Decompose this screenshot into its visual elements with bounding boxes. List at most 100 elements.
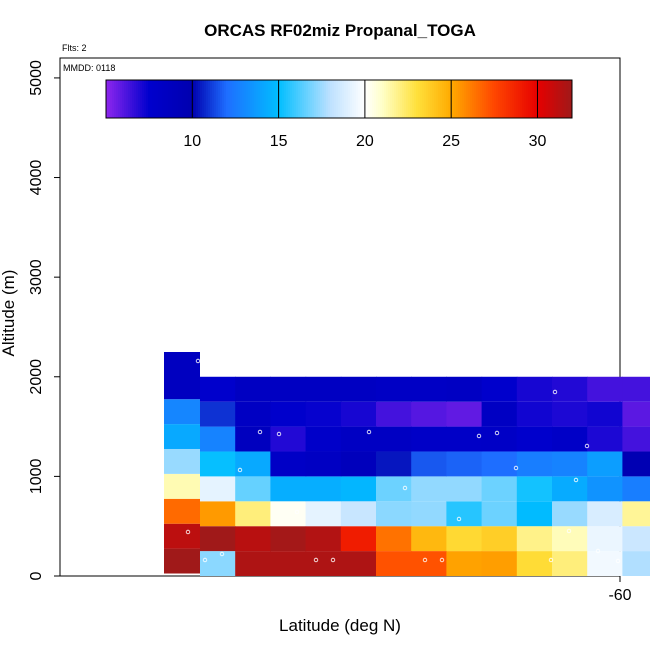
heatmap-cell: [587, 376, 623, 402]
colorbar-swatch: [388, 80, 391, 118]
colorbar-swatch: [116, 80, 119, 118]
colorbar-swatch: [386, 80, 389, 118]
heatmap-cell: [481, 476, 518, 502]
colorbar-swatch: [132, 80, 135, 118]
heatmap-cell: [516, 401, 553, 427]
colorbar-swatch: [184, 80, 187, 118]
colorbar-swatch: [368, 80, 371, 118]
heatmap-cell: [200, 426, 236, 452]
heatmap-cell: [587, 551, 623, 576]
heatmap-cell: [587, 451, 623, 477]
colorbar-swatch: [262, 80, 265, 118]
colorbar-swatch: [280, 80, 283, 118]
heatmap-cell: [235, 376, 271, 402]
colorbar-swatch: [168, 80, 171, 118]
colorbar-swatch: [234, 80, 237, 118]
heatmap-cell: [305, 526, 342, 552]
colorbar-swatch: [130, 80, 133, 118]
colorbar-swatch: [354, 80, 357, 118]
sample-marker: [552, 389, 558, 395]
colorbar-swatch: [224, 80, 227, 118]
colorbar-swatch: [462, 80, 465, 118]
colorbar-swatch: [400, 80, 403, 118]
colorbar-swatch: [318, 80, 321, 118]
heatmap-cell: [270, 501, 307, 527]
sample-marker: [476, 433, 482, 439]
heatmap-cell: [270, 526, 307, 552]
colorbar-swatch: [148, 80, 151, 118]
colorbar-swatch: [326, 80, 329, 118]
colorbar-swatch: [448, 80, 451, 118]
colorbar-swatch: [526, 80, 529, 118]
colorbar-swatch: [482, 80, 485, 118]
colorbar-swatch: [518, 80, 521, 118]
heatmap-cell: [411, 426, 447, 452]
heatmap-cell: [270, 376, 307, 402]
colorbar-swatch: [240, 80, 243, 118]
colorbar-swatch: [372, 80, 375, 118]
colorbar-swatch: [206, 80, 209, 118]
colorbar-swatch: [490, 80, 493, 118]
colorbar-swatch: [334, 80, 337, 118]
colorbar-swatch: [316, 80, 319, 118]
heatmap-cell: [270, 476, 307, 502]
colorbar-swatch: [566, 80, 569, 118]
colorbar-swatch: [476, 80, 479, 118]
heatmap-cell: [481, 451, 518, 477]
colorbar-swatch: [268, 80, 271, 118]
colorbar-swatch: [414, 80, 417, 118]
heatmap-cell: [552, 551, 588, 576]
colorbar-swatch: [464, 80, 467, 118]
colorbar-swatch: [142, 80, 145, 118]
colorbar-swatch: [524, 80, 527, 118]
colorbar-swatch: [232, 80, 235, 118]
heatmap-cell: [411, 526, 447, 552]
colorbar-swatch: [284, 80, 287, 118]
heatmap-cell: [446, 401, 483, 427]
heatmap-cell: [164, 399, 200, 425]
colorbar-swatch: [394, 80, 397, 118]
colorbar-swatch: [112, 80, 115, 118]
heatmap-cell: [164, 448, 200, 474]
colorbar-swatch: [432, 80, 435, 118]
colorbar-swatch: [150, 80, 153, 118]
x-tick-label: -60: [608, 587, 631, 604]
heatmap-cell: [622, 501, 650, 527]
colorbar-swatch: [222, 80, 225, 118]
colorbar-swatch: [298, 80, 301, 118]
sample-marker: [237, 467, 243, 473]
sample-marker: [595, 548, 601, 554]
colorbar-swatch: [252, 80, 255, 118]
colorbar-swatch: [494, 80, 497, 118]
flights-note: Flts: 2: [62, 43, 87, 53]
colorbar-swatch: [382, 80, 385, 118]
heatmap-cell: [376, 526, 412, 552]
colorbar-swatch: [180, 80, 183, 118]
colorbar-swatch: [512, 80, 515, 118]
heatmap-cell: [622, 476, 650, 502]
colorbar-swatch: [174, 80, 177, 118]
colorbar-tick-label: 25: [442, 133, 460, 150]
colorbar-swatch: [288, 80, 291, 118]
heatmap-cell: [200, 376, 236, 402]
colorbar-swatch: [196, 80, 199, 118]
colorbar-swatch: [568, 80, 571, 118]
colorbar-swatch: [178, 80, 181, 118]
sample-marker: [573, 477, 579, 483]
colorbar-swatch: [274, 80, 277, 118]
x-axis-label: Latitude (deg N): [279, 616, 401, 635]
colorbar-swatch: [124, 80, 127, 118]
sample-marker: [366, 429, 372, 435]
colorbar-swatch: [158, 80, 161, 118]
colorbar-swatch: [520, 80, 523, 118]
colorbar-swatch: [498, 80, 501, 118]
colorbar-swatch: [186, 80, 189, 118]
heatmap-cell: [552, 401, 588, 427]
colorbar-swatch: [332, 80, 335, 118]
heatmap-cells: [164, 352, 650, 576]
colorbar-swatch: [308, 80, 311, 118]
colorbar-swatch: [504, 80, 507, 118]
heatmap-cell: [270, 401, 307, 427]
colorbar-swatch: [426, 80, 429, 118]
colorbar-swatch: [416, 80, 419, 118]
